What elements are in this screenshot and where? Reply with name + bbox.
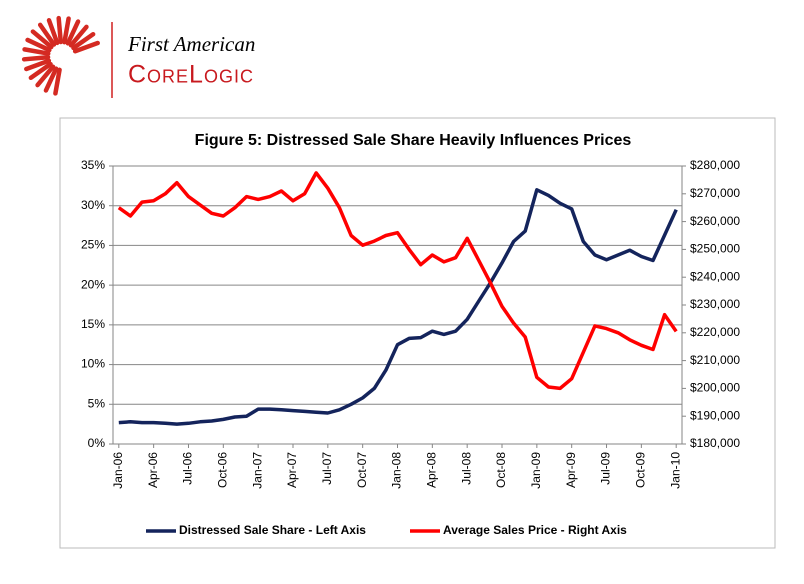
logo-ray: [24, 58, 52, 72]
y2-tick-label: $220,000: [690, 325, 740, 339]
y2-tick-label: $260,000: [690, 214, 740, 228]
y2-tick-label: $280,000: [690, 158, 740, 172]
logo-ray: [35, 64, 56, 88]
logo-ray: [62, 16, 71, 45]
y2-tick-label: $210,000: [690, 353, 740, 367]
logo-line2: CoreLogic: [128, 61, 254, 89]
series-line: [117, 171, 678, 391]
logo-ray: [46, 18, 60, 46]
x-tick-label: Oct-09: [634, 452, 648, 488]
x-tick-label: Jan-10: [668, 452, 682, 489]
x-tick-label: Jan-08: [390, 452, 404, 489]
y-tick-label: 20%: [81, 277, 105, 291]
y2-tick-label: $200,000: [690, 381, 740, 395]
y-tick-label: 35%: [81, 158, 105, 172]
x-tick-label: Apr-06: [146, 452, 160, 488]
legend-label: Average Sales Price - Right Axis: [443, 523, 627, 537]
y-tick-label: 15%: [81, 317, 105, 331]
x-tick-label: Oct-07: [355, 452, 369, 488]
logo-ray: [25, 37, 52, 53]
logo-line1: First American: [127, 32, 255, 56]
logo-ray: [53, 67, 62, 96]
y-tick-label: 10%: [81, 357, 105, 371]
logo-ray: [43, 66, 59, 93]
y2-tick-label: $270,000: [690, 186, 740, 200]
y2-tick-label: $250,000: [690, 242, 740, 256]
y-tick-label: 30%: [81, 198, 105, 212]
x-tick-label: Oct-08: [494, 452, 508, 488]
logo-ray: [21, 54, 51, 62]
x-tick-label: Jul-07: [320, 452, 334, 485]
logo-ray: [28, 61, 53, 81]
logo-ray: [30, 29, 54, 50]
y2-tick-label: $240,000: [690, 269, 740, 283]
y-tick-label: 0%: [88, 436, 106, 450]
logo-ray: [68, 24, 89, 48]
x-tick-label: Jul-08: [459, 452, 473, 485]
logo-ray: [37, 22, 57, 47]
x-tick-label: Jan-06: [111, 452, 125, 489]
y2-tick-label: $190,000: [690, 408, 740, 422]
chart-title: Figure 5: Distressed Sale Share Heavily …: [195, 132, 632, 149]
logo-ray: [22, 47, 51, 56]
y-tick-label: 25%: [81, 238, 105, 252]
x-tick-label: Apr-07: [285, 452, 299, 488]
x-tick-label: Jan-07: [250, 452, 264, 489]
logo-ray: [65, 19, 81, 46]
legend-label: Distressed Sale Share - Left Axis: [179, 523, 366, 537]
series-line: [118, 188, 678, 426]
x-tick-label: Jan-09: [529, 452, 543, 489]
x-tick-label: Apr-08: [425, 452, 439, 488]
logo-ray: [56, 15, 64, 45]
y-tick-label: 5%: [88, 396, 106, 410]
logo-ray: [71, 31, 96, 51]
y2-tick-label: $230,000: [690, 297, 740, 311]
y2-tick-label: $180,000: [690, 436, 740, 450]
x-tick-label: Jul-06: [181, 452, 195, 485]
x-tick-label: Jul-09: [599, 452, 613, 485]
x-tick-label: Apr-09: [564, 452, 578, 488]
logo-icon: [21, 15, 100, 96]
chart-frame: [59, 117, 776, 549]
logo-ray: [72, 40, 100, 54]
x-tick-label: Oct-06: [215, 452, 229, 488]
